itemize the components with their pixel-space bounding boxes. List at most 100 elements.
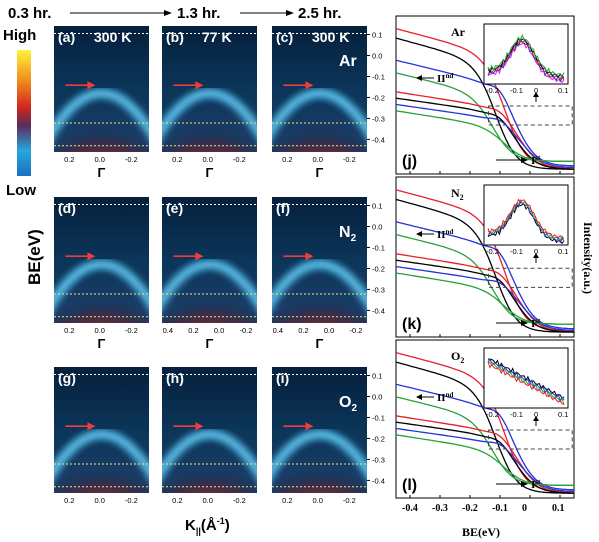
- edc-panel-1: -0.2 -0.1 0 0.1 Ar (j) IInd Ist: [395, 15, 575, 175]
- y-tick-label: -0.2: [372, 264, 385, 273]
- edc-curve: [396, 253, 574, 333]
- inset-curve: [487, 203, 565, 245]
- gamma-label: Γ: [316, 165, 324, 180]
- x-tick-label: 0.2: [64, 155, 74, 164]
- marker-ii-label: IInd: [437, 72, 453, 85]
- inset-tick-label: 0: [534, 247, 538, 256]
- edc-curve: [396, 272, 574, 325]
- marker-i-label: Ist: [531, 154, 541, 167]
- marker-ii-label: IInd: [437, 228, 453, 241]
- band-arrow-head: [87, 81, 96, 90]
- x-tick-label: 0.4: [273, 326, 283, 335]
- gamma-label: Γ: [98, 336, 106, 351]
- gamma-label: Γ: [206, 336, 214, 351]
- arpes-map-9: (i) O2 0.1 0.0 -0.1 -0.2 -0.3 -0.4 0.2 0.0 -0.2: [272, 367, 385, 505]
- gamma-label: Γ: [316, 336, 324, 351]
- band-arrow-head: [87, 422, 96, 431]
- y-tick-label: 0.1: [372, 202, 382, 211]
- panel-tag: (g): [58, 370, 76, 386]
- edc-curve: [396, 434, 574, 486]
- map-intensity-glow: [272, 272, 367, 323]
- zoom-region: [488, 267, 573, 288]
- marker-ii-head: [416, 75, 422, 81]
- inset-arrow-head: [533, 253, 539, 258]
- band-arrow-head: [195, 252, 204, 261]
- gamma-label: Γ: [206, 165, 214, 180]
- x-tick-label: 0.2: [64, 496, 74, 505]
- arpes-map-2: (b) 77 K 0.2 0.0 -0.2 Γ: [162, 26, 257, 180]
- marker-i-head: [521, 157, 528, 163]
- x-tick-label: 0.0: [95, 155, 105, 164]
- inset-tick-label: -0.2: [486, 86, 499, 95]
- gas-label: O2: [339, 394, 357, 414]
- bottom-axis-label: K||(Å-1): [185, 516, 230, 536]
- edc-curve: [396, 97, 574, 170]
- x-tick-label: -0.2: [233, 496, 246, 505]
- time-label-3: 2.5 hr.: [298, 5, 341, 22]
- edc-x-tick-label: -0.3: [432, 503, 448, 514]
- edc-gas-label: Ar: [451, 25, 466, 39]
- x-tick-label: 0.0: [203, 155, 213, 164]
- x-tick-label: 0.0: [324, 326, 334, 335]
- inset-curve: [487, 361, 565, 406]
- panel-temperature: 77 K: [202, 29, 232, 45]
- edc-x-axis-label: BE(eV): [462, 525, 500, 539]
- time-label-2: 1.3 hr.: [177, 5, 220, 22]
- edc-panel-tag: (j): [402, 153, 417, 170]
- x-tick-label: -0.2: [125, 496, 138, 505]
- y-tick-label: -0.2: [372, 93, 385, 102]
- marker-ii-head: [416, 394, 422, 400]
- panel-temperature: 300 K: [94, 29, 131, 45]
- y-tick-label: -0.4: [372, 135, 385, 144]
- edc-x-tick-label: -0.1: [492, 503, 508, 514]
- y-tick-label: -0.1: [372, 413, 385, 422]
- marker-i-head: [521, 481, 528, 487]
- svg-text:K||(Å-1): K||(Å-1): [185, 516, 230, 536]
- edc-x-tick-label: -0.4: [402, 503, 418, 514]
- gas-label: Ar: [339, 53, 357, 70]
- edc-curve: [396, 421, 574, 494]
- inset-curve: [487, 33, 565, 78]
- y-tick-label: 0.0: [372, 51, 382, 60]
- marker-i-label: Ist: [531, 317, 541, 330]
- edc-panel-tag: (l): [402, 477, 417, 494]
- inset-curve: [487, 360, 565, 405]
- inset-tick-label: 0: [534, 410, 538, 419]
- panel-tag: (d): [58, 200, 76, 216]
- gamma-label: Γ: [98, 165, 106, 180]
- edc-curve: [396, 110, 574, 162]
- y-tick-label: 0.1: [372, 372, 382, 381]
- arpes-map-7: (g) 0.2 0.0 -0.2: [54, 367, 149, 505]
- left-axis-label: BE(eV): [25, 229, 44, 285]
- y-tick-label: -0.4: [372, 306, 385, 315]
- arpes-map-3: (c) 300 K Ar 0.1 0.0 -0.1 -0.2 -0.3 -0.4 0.2 0.0 -0…: [272, 26, 385, 180]
- marker-i-head: [521, 320, 528, 326]
- zoom-region: [488, 105, 573, 126]
- x-tick-label: -0.2: [343, 155, 356, 164]
- edc-curve: [396, 361, 574, 494]
- edc-panel-2: -0.2 -0.1 0 0.1 N2 (k) IInd Ist: [395, 176, 575, 338]
- time-arrow-2: [240, 10, 294, 16]
- inset-curve: [487, 198, 565, 239]
- panel-tag: (c): [276, 29, 293, 45]
- x-tick-label: -0.2: [125, 326, 138, 335]
- edc-curve: [396, 265, 574, 331]
- edc-panel-3: -0.2 -0.1 0 0.1 O2 (l) IInd Ist -0.4 -0.3 -0.2 -0.1…: [395, 339, 575, 514]
- x-tick-label: -0.2: [240, 326, 253, 335]
- panel-tag: (b): [166, 29, 184, 45]
- edc-curve: [396, 91, 574, 170]
- panel-tag: (e): [166, 200, 183, 216]
- inset-tick-label: 0.1: [558, 247, 568, 256]
- y-tick-label: -0.3: [372, 455, 385, 464]
- y-tick-label: 0.0: [372, 222, 382, 231]
- edc-gas-label: O2: [451, 349, 464, 365]
- map-intensity-glow: [272, 442, 367, 493]
- map-intensity-glow: [54, 101, 149, 152]
- x-tick-label: 0.4: [163, 326, 173, 335]
- band-arrow-head: [305, 422, 314, 431]
- x-tick-label: 0.2: [188, 326, 198, 335]
- x-tick-label: 0.0: [95, 326, 105, 335]
- panel-temperature: 300 K: [312, 29, 349, 45]
- y-tick-label: -0.4: [372, 476, 385, 485]
